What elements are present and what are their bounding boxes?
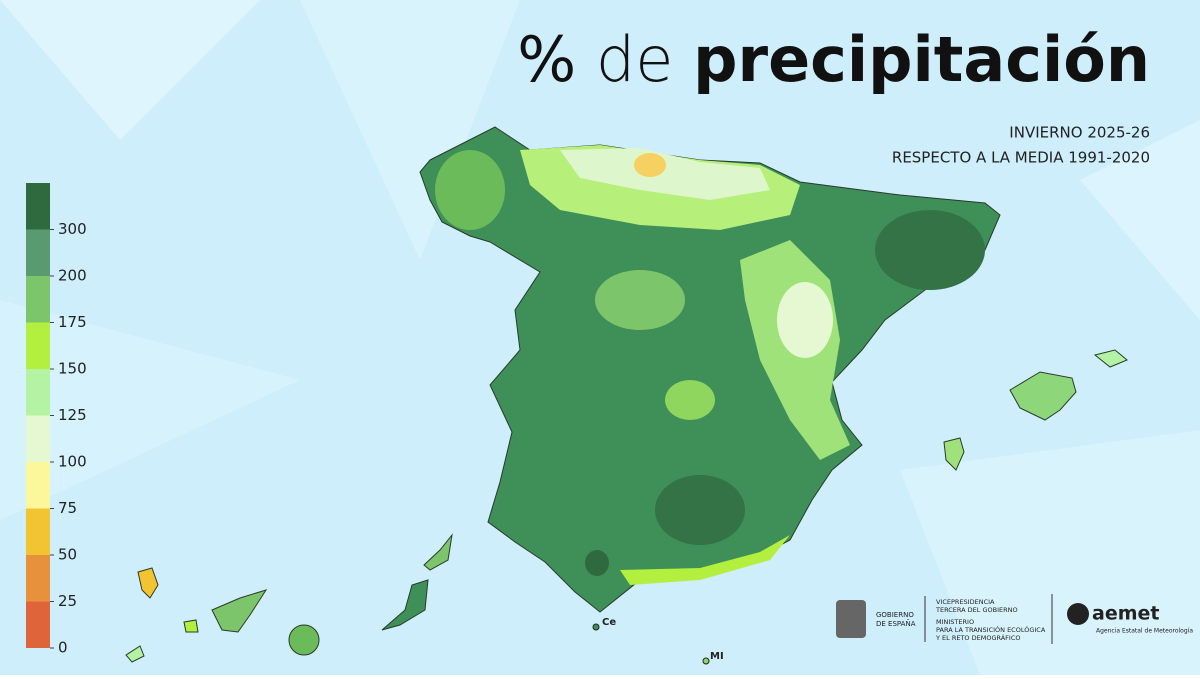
title: % de precipitación [517,23,1150,96]
legend-swatch [26,508,50,555]
legend-swatch [26,183,50,230]
legend-label: 25 [58,592,77,610]
title-light: de [596,23,674,96]
background-shard [1080,120,1200,320]
legend-label: 200 [58,267,87,285]
agency: Agencia Estatal de Meteorología [1096,628,1193,635]
legend-swatch [26,555,50,602]
region-very-wet [585,550,609,576]
legend-label: 150 [58,360,87,378]
island [1009,371,1077,421]
footer-text: GOBIERNO [876,611,914,619]
island [1093,349,1128,368]
region-wet [435,150,505,230]
ceuta [592,623,600,631]
region-very-wet [655,475,745,545]
map-label: Ce [602,617,616,628]
legend-label: 100 [58,453,87,471]
aemet-logo [1067,603,1089,625]
region-wet [665,380,715,420]
legend-swatch [26,462,50,509]
footer-text: MINISTERIO [936,618,974,626]
legend-label: 125 [58,406,87,424]
subtitle: INVIERNO 2025-26 [1009,124,1150,142]
region-dry [634,153,666,177]
background-shard [300,0,520,260]
legend-swatch [26,415,50,462]
region-wet [620,535,790,585]
island [137,567,159,599]
legend-label: 0 [58,639,68,657]
island [183,619,199,633]
footer-text: PARA LA TRANSICIÓN ECOLÓGICA [936,625,1046,634]
region-very-wet [875,210,985,290]
legend: 0 25 50 75 100 125 150 175 200 300 [26,183,87,657]
background-shard [900,430,1200,675]
island [423,533,453,571]
island [125,645,145,663]
legend-swatch [26,229,50,276]
subtitle: RESPECTO A LA MEDIA 1991-2020 [892,149,1150,167]
island [288,624,320,656]
coat-of-arms [836,600,866,638]
footer-text: DE ESPAÑA [876,619,916,628]
footer-text: VICEPRESIDENCIA [936,598,995,606]
legend-label: 175 [58,313,87,331]
title-light: % [517,23,576,96]
legend-label: 300 [58,220,87,238]
background-shard [0,300,300,520]
legend-swatch [26,369,50,416]
map-label: MI [710,651,724,662]
brand: aemet [1092,603,1159,625]
island [943,437,965,471]
island [211,589,268,633]
footer-text: Y EL RETO DEMOGRÁFICO [935,633,1021,642]
region-normal [560,148,770,200]
region-normal [777,282,833,358]
island [381,579,429,631]
melilla [702,657,710,665]
region-wet [595,270,685,330]
legend-label: 75 [58,499,77,517]
footer-text: TERCERA DEL GOBIERNO [935,606,1018,614]
legend-swatch [26,322,50,369]
title-bold: precipitación [693,23,1150,96]
legend-label: 50 [58,546,77,564]
legend-swatch [26,276,50,323]
legend-swatch [26,601,50,648]
background-shard [0,0,260,140]
